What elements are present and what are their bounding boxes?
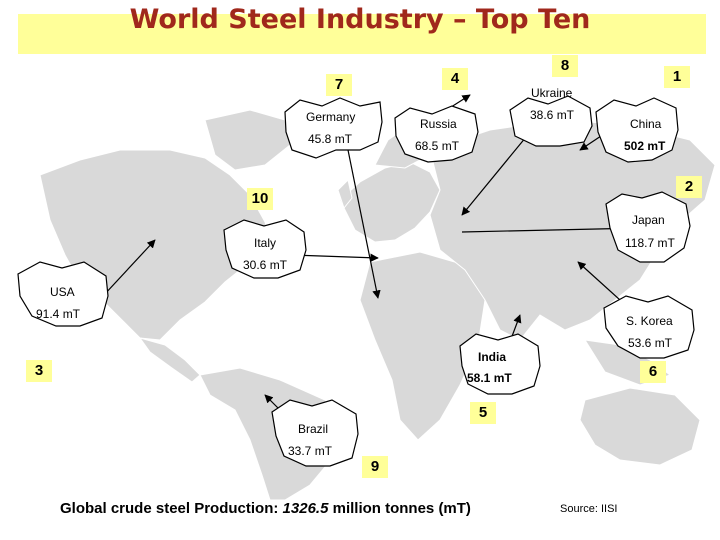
callout-japan bbox=[605, 191, 691, 263]
caption-total-value: 1326.5 bbox=[282, 500, 329, 517]
country-value-ukraine: 38.6 mT bbox=[530, 108, 575, 122]
caption-prefix: Global crude steel Production: bbox=[60, 500, 283, 517]
country-name-usa: USA bbox=[50, 285, 75, 299]
country-name-brazil: Brazil bbox=[298, 422, 329, 436]
country-value-india: 58.1 mT bbox=[467, 371, 512, 385]
country-value-china: 502 mT bbox=[624, 139, 666, 153]
global-production-caption: Global crude steel Production: 1326.5 mi… bbox=[60, 500, 471, 517]
starburst-callouts bbox=[17, 95, 695, 467]
callout-usa bbox=[17, 261, 109, 327]
country-name-skorea: S. Korea bbox=[626, 314, 673, 328]
europe-land bbox=[339, 161, 441, 243]
callout-ukraine bbox=[509, 95, 593, 147]
country-value-italy: 30.6 mT bbox=[243, 258, 288, 272]
rank-badge-skorea: 6 bbox=[640, 361, 666, 383]
country-name-russia: Russia bbox=[420, 117, 457, 131]
country-value-germany: 45.8 mT bbox=[308, 132, 353, 146]
rank-badge-india: 5 bbox=[470, 402, 496, 424]
callout-china bbox=[595, 97, 679, 163]
source-credit: Source: IISI bbox=[560, 503, 618, 515]
central-america-land bbox=[138, 337, 201, 383]
country-name-india: India bbox=[478, 350, 507, 364]
rank-badge-usa: 3 bbox=[26, 360, 52, 382]
callout-skorea bbox=[603, 295, 695, 359]
rank-badge-japan: 2 bbox=[676, 176, 702, 198]
rank-badge-russia: 4 bbox=[442, 68, 468, 90]
rank-badge-brazil: 9 bbox=[362, 456, 388, 478]
country-name-japan: Japan bbox=[632, 213, 665, 227]
country-value-skorea: 53.6 mT bbox=[628, 336, 673, 350]
uk-land bbox=[337, 179, 353, 210]
country-value-russia: 68.5 mT bbox=[415, 139, 460, 153]
country-name-italy: Italy bbox=[254, 236, 277, 250]
country-value-japan: 118.7 mT bbox=[625, 236, 675, 250]
title-banner bbox=[18, 14, 706, 54]
caption-suffix: million tonnes (mT) bbox=[328, 500, 471, 517]
arrow-italy bbox=[291, 253, 379, 262]
country-value-usa: 91.4 mT bbox=[36, 307, 81, 321]
country-name-ukraine: Ukraine bbox=[531, 86, 573, 100]
country-value-brazil: 33.7 mT bbox=[288, 444, 333, 458]
arrow-germany bbox=[347, 149, 381, 299]
south-america-land bbox=[199, 367, 346, 501]
callout-italy bbox=[223, 219, 307, 279]
australia-land bbox=[579, 387, 701, 466]
rank-badge-ukraine: 8 bbox=[552, 55, 578, 77]
callout-germany bbox=[284, 97, 383, 159]
rank-badge-italy: 10 bbox=[247, 188, 273, 210]
rank-badge-china: 1 bbox=[664, 66, 690, 88]
country-name-germany: Germany bbox=[306, 110, 356, 124]
callout-brazil bbox=[271, 399, 359, 467]
greenland-land bbox=[204, 109, 291, 171]
callout-india bbox=[459, 333, 541, 395]
callout-russia bbox=[394, 105, 479, 163]
rank-badge-germany: 7 bbox=[326, 74, 352, 96]
country-name-china: China bbox=[630, 117, 662, 131]
map-title: World Steel Industry – Top Ten bbox=[129, 4, 591, 35]
